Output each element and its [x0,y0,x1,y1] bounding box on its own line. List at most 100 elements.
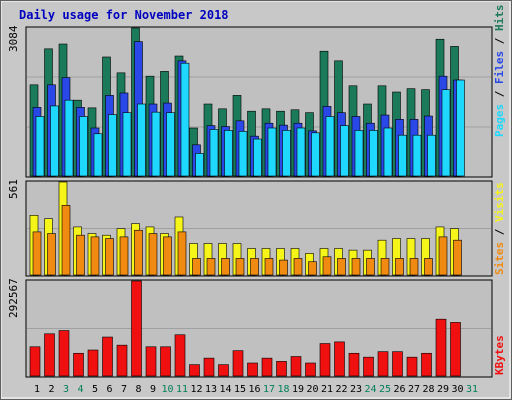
x-tick-label: 9 [150,384,156,395]
sites-bar [395,258,404,276]
x-tick-label: 10 [161,384,173,395]
legend-kbytes: KBytes [493,335,506,375]
sites-bar [438,236,448,276]
kbytes-bar [377,351,389,377]
x-tick-label: 24 [364,384,376,395]
x-tick-label: 28 [422,384,434,395]
pages-bar [122,112,132,177]
x-tick-label: 2 [48,384,54,395]
sites-bar [279,259,288,276]
x-tick-label: 25 [379,384,391,395]
visits-legend: Sites / Visits [493,182,506,275]
sites-bar [61,205,71,276]
pages-bar [151,111,161,177]
kbytes-bar [174,334,186,377]
pages-bar [282,130,291,177]
kbytes-bar [73,352,84,377]
pages-bar [325,116,335,177]
sites-bar [90,236,100,276]
kbytes-bar [435,318,447,377]
kbytes-bar [102,336,113,377]
kbytes-bar [131,280,142,377]
sites-bar [32,231,42,276]
legend-visits: Visits [493,182,506,222]
kbytes-bar [116,344,128,377]
x-tick-label: 3 [63,384,69,395]
sites-bar [337,258,346,276]
pages-bar [64,99,74,177]
x-tick-label: 13 [205,384,217,395]
sites-bar [264,258,274,276]
sites-bar [105,238,114,276]
bars [29,27,465,377]
x-tick-label: 20 [306,384,318,395]
x-tick-label: 16 [248,384,260,395]
visits-ymax-label: 561 [7,179,20,199]
hits-legend: Pages / Files / Hits [493,5,506,138]
sites-bar [119,236,129,276]
x-tick-label: 19 [292,384,304,395]
kbytes-bar [203,357,215,377]
x-tick-label: 29 [437,384,449,395]
x-tick-label: 6 [106,384,112,395]
kbytes-bar [421,352,432,377]
x-tick-label: 27 [408,384,420,395]
x-axis-labels: 1 2 3 4 5 6 7 8 9 10 11 12 13 14 15 16 17 18 19 20 21 22 23 24 2… [34,384,478,395]
pages-bar [166,112,175,177]
chart-title: Daily usage for November 2018 [19,8,229,22]
pages-bar [296,127,306,177]
sites-bar [221,258,230,276]
kbytes-bar [29,346,41,377]
pages-bar [224,130,233,177]
pages-bar [354,130,364,177]
sites-bar [206,258,216,276]
kbytes-legend: KBytes [493,335,506,375]
kbytes-bar [44,333,55,377]
kbytes-bar [261,357,273,377]
kbytes-ymax-label: 292567 [7,278,20,318]
kbytes-bar [247,362,258,377]
legend-sep-1: / [493,84,506,104]
legend-hits: Hits [493,5,506,32]
sites-bar [409,258,419,276]
pages-bar [93,133,103,177]
sites-bar [235,258,245,276]
kbytes-bar [348,352,360,377]
sites-bar [424,258,433,276]
kbytes-bar [305,362,316,377]
sites-bar [453,239,462,276]
sites-bar [351,258,361,276]
x-tick-label: 15 [234,384,246,395]
x-tick-label: 14 [219,384,231,395]
x-tick-label: 8 [135,384,141,395]
pages-bar [209,129,219,177]
sites-bar [380,258,390,276]
sites-bar [366,258,375,276]
kbytes-bar [87,349,99,377]
kbytes-bar [334,341,345,377]
kbytes-bar [319,343,331,377]
x-tick-label: 31 [466,384,478,395]
pages-bar [456,79,465,177]
pages-bar [267,127,277,177]
legend-pages: Pages [493,104,506,137]
pages-bar [253,138,262,177]
sites-bar [177,231,187,276]
x-tick-label: 30 [451,384,463,395]
pages-bar [369,130,378,177]
pages-bar [441,89,451,177]
x-tick-label: 18 [277,384,289,395]
sites-bar [148,233,158,276]
pages-bar [412,134,422,177]
kbytes-bar [189,364,200,377]
legend-sep-2: / [493,31,506,51]
kbytes-bar [450,322,461,377]
x-tick-label: 5 [92,384,98,395]
sites-bar [192,258,201,276]
sites-bar [293,258,303,276]
sites-bar [47,233,56,276]
pages-bar [137,103,146,177]
hits-ymax-label: 3084 [7,25,20,52]
x-tick-label: 26 [393,384,405,395]
